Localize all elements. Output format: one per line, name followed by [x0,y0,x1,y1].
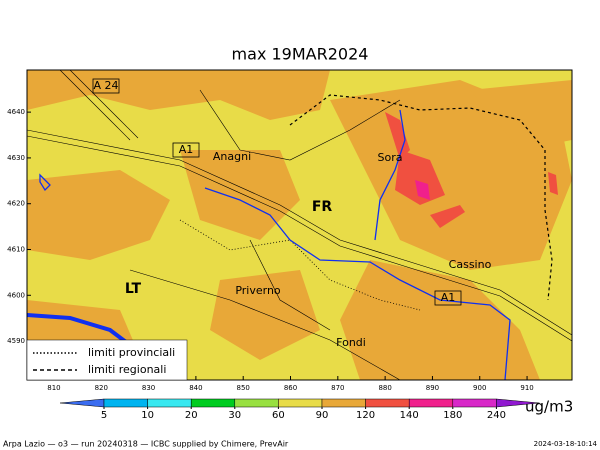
colorbar-segment [190,398,236,408]
colorbar-label: 90 [316,410,329,421]
colorbar-label: 5 [101,410,107,421]
colorbar-segment [321,398,366,408]
colorbar-label: 120 [356,410,375,421]
y-tick-label: 4620 [7,200,25,208]
colorbar-label: 20 [185,410,198,421]
coast [27,313,132,347]
footer-right: 2024-03-18-10:14 [534,440,598,448]
colorbar-segment [103,398,148,408]
colorbar-label: 60 [272,410,285,421]
x-tick-label: 900 [473,384,486,392]
x-tick-label: 880 [378,384,391,392]
x-tick-label: 860 [284,384,297,392]
place-label: Priverno [235,284,281,297]
colorbar-end [496,398,540,408]
x-tick-label: 890 [426,384,439,392]
regional-boundary [289,94,553,301]
x-tick-label: 820 [95,384,108,392]
y-tick-label: 4640 [7,108,25,116]
colorbar-segment [365,398,410,408]
road-sign [92,78,120,94]
place-label: Cassino [449,258,492,271]
y-tick-label: 4610 [7,245,25,253]
rivers [39,109,511,380]
colorbar-segment [452,398,497,408]
colorbar-unit: ug/m3 [525,398,573,416]
place-label: LT [125,281,142,297]
colorbar-label: 140 [400,410,419,421]
y-tick-label: 4590 [7,337,25,345]
colorbar-label: 30 [228,410,241,421]
road-label: A 24 [93,79,118,92]
footer-left: Arpa Lazio — o3 — run 20240318 — ICBC su… [3,440,289,449]
high-areas [385,112,558,228]
road-label: A1 [179,143,194,156]
peak-area [415,180,430,200]
x-tick-label: 870 [331,384,344,392]
map-frame [26,69,573,381]
x-tick-label: 840 [189,384,202,392]
colorbar-segment [278,398,323,408]
road-sign [434,290,462,306]
colorbar-label: 240 [487,410,506,421]
colorbar-label: 10 [141,410,154,421]
y-tick-label: 4600 [7,291,25,299]
place-label: Fondi [336,336,366,349]
x-tick-label: 810 [47,384,60,392]
legend-label: limiti regionali [88,363,166,376]
road-sign [172,142,200,158]
x-tick-label: 910 [520,384,533,392]
colorbar-segment [234,398,279,408]
place-label: Sora [378,151,403,164]
x-tick-label: 830 [142,384,155,392]
roads [27,70,572,380]
provincial-boundary [179,219,421,311]
colorbar-segment [408,398,454,408]
colorbar-end [59,398,105,408]
x-tick-label: 850 [237,384,250,392]
title: max 19MAR2024 [232,45,369,64]
map [27,70,572,380]
legend: limiti provinciali limiti regionali [26,339,188,381]
road-label: A1 [441,291,456,304]
y-tick-label: 4630 [7,154,25,162]
place-label: Anagni [213,150,251,163]
place-label: FR [312,199,333,215]
colorbar-label: 180 [443,410,462,421]
legend-box [26,339,188,381]
colorbar-segment [147,398,192,408]
legend-label: limiti provinciali [88,346,175,359]
